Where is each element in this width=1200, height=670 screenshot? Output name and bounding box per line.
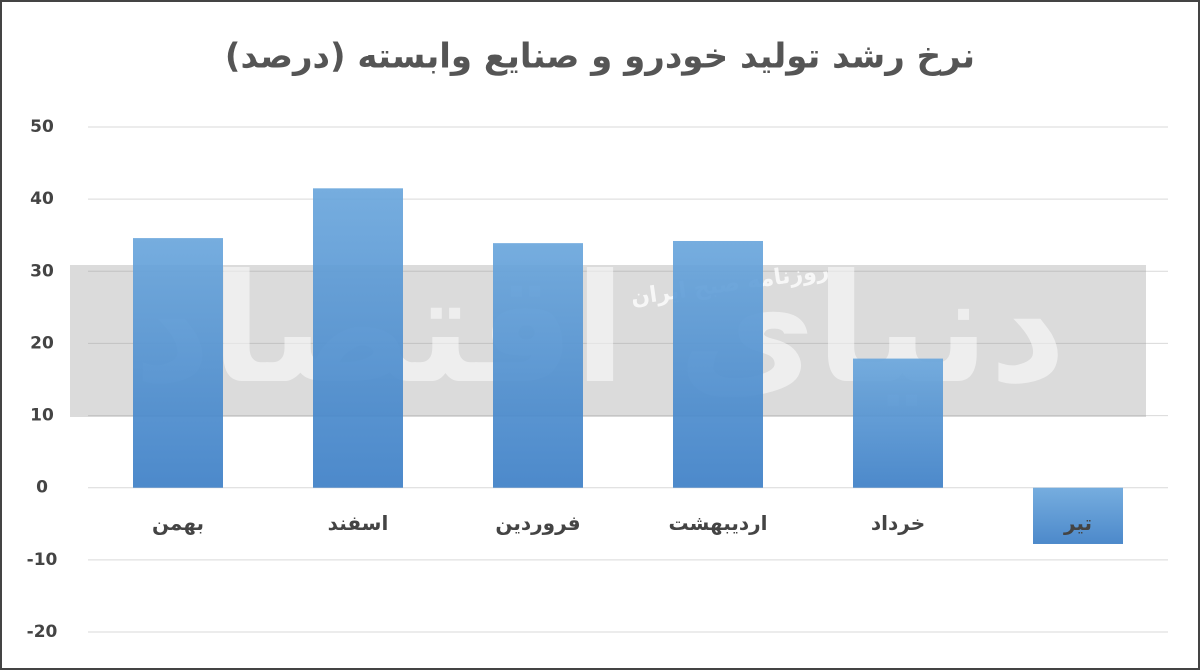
- x-tick-label: بهمن: [152, 511, 204, 535]
- bar: [673, 240, 763, 488]
- bar: [853, 358, 943, 488]
- y-tick-label: 30: [30, 261, 54, 281]
- y-tick-label: 10: [30, 406, 54, 426]
- x-tick-label: فروردین: [495, 511, 580, 535]
- y-tick-label: 0: [36, 478, 48, 498]
- y-tick-label: -20: [27, 622, 58, 642]
- x-tick-label: اردیبهشت: [668, 511, 767, 535]
- chart-title: نرخ رشد تولید خودرو و صنایع وابسته (درصد…: [225, 37, 975, 77]
- x-tick-label: اسفند: [328, 511, 389, 535]
- watermark-band: [70, 265, 1146, 417]
- bar: [493, 243, 583, 488]
- y-tick-label: 50: [30, 117, 54, 137]
- bar: [1033, 487, 1123, 544]
- y-tick-label: -10: [27, 550, 58, 570]
- x-tick-label: خرداد: [871, 511, 925, 535]
- bar: [133, 238, 223, 488]
- y-tick-label: 20: [30, 333, 54, 353]
- bar: [313, 188, 403, 488]
- y-tick-label: 40: [30, 189, 54, 209]
- x-tick-label: تیر: [1063, 511, 1092, 535]
